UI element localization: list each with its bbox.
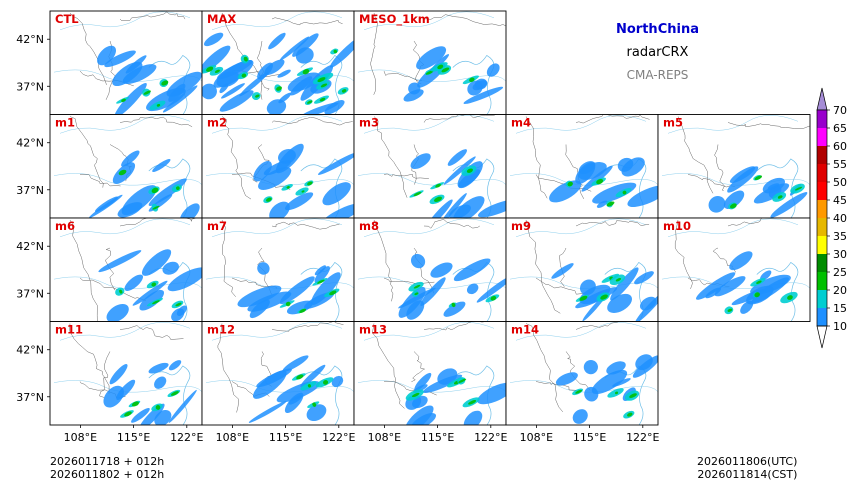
colorbar-label: 70 [833,104,847,117]
panel-label-m12: m12 [207,323,235,337]
lon-tick-label: 122°E [474,431,507,444]
colorbar-bin [817,128,827,146]
colorbar-label: 40 [833,212,847,225]
lat-tick-label: 37°N [16,184,44,197]
lon-tick-label: 122°E [322,431,355,444]
colorbar-bin [817,110,827,128]
colorbar-bin [817,164,827,182]
lon-tick-label: 108°E [216,431,249,444]
lon-tick-label: 115°E [573,431,606,444]
map-panel-m13 [353,321,507,426]
map-panel-max [201,10,355,115]
map-panel-m10 [657,217,811,322]
colorbar-label: 30 [833,248,847,261]
panel-label-m4: m4 [511,116,531,130]
lon-tick-label: 108°E [64,431,97,444]
map-panel-m9 [505,217,659,322]
lat-tick-label: 42°N [16,240,44,253]
colorbar-bin [817,200,827,218]
colorbar-label: 10 [833,320,847,333]
map-panel-meso-1km [353,10,507,115]
panel-label-meso-1km: MESO_1km [359,12,430,27]
panel-label-m14: m14 [511,323,539,337]
colorbar-bin [817,182,827,200]
lat-tick-label: 42°N [16,137,44,150]
panel-label-m2: m2 [207,116,227,130]
colorbar-label: 35 [833,230,847,243]
panel-label-m11: m11 [55,323,83,337]
colorbar-label: 65 [833,122,847,135]
panel-label-m3: m3 [359,116,379,130]
colorbar-label: 50 [833,176,847,189]
map-panel-m1 [49,114,203,219]
variable-title: radarCRX [626,45,689,60]
panel-label-m1: m1 [55,116,75,130]
lon-tick-label: 115°E [421,431,454,444]
lat-tick-label: 37°N [16,80,44,93]
init-time-block: 2026011718 + 012h 2026011802 + 012h [50,455,164,481]
colorbar-label: 45 [833,194,847,207]
colorbar-bin [817,308,827,326]
panel-label-m13: m13 [359,323,387,337]
lon-tick-label: 115°E [269,431,302,444]
colorbar-label: 25 [833,266,847,279]
colorbar-label: 15 [833,302,847,315]
panel-label-m8: m8 [359,219,379,233]
colorbar-bin [817,290,827,308]
lon-tick-label: 122°E [626,431,659,444]
map-panel-m14 [505,321,659,426]
panel-label-m6: m6 [55,219,75,233]
colorbar-bin [817,254,827,272]
colorbar-bin [817,218,827,236]
lat-tick-label: 42°N [16,344,44,357]
colorbar-bin [817,272,827,290]
colorbar-label: 20 [833,284,847,297]
valid-time-block: 2026011806(UTC) 2026011814(CST) [697,455,797,481]
lon-tick-label: 122°E [170,431,203,444]
lon-tick-label: 115°E [117,431,150,444]
colorbar-bin [817,236,827,254]
map-panel-m4 [505,114,659,219]
panel-label-m5: m5 [663,116,683,130]
valid-time-utc: 2026011806(UTC) [697,455,798,468]
region-title: NorthChina [616,22,699,37]
map-panel-m5 [657,114,811,219]
lon-tick-label: 108°E [520,431,553,444]
colorbar-extend-below [816,325,828,349]
lon-tick-label: 108°E [368,431,401,444]
valid-time-cst: 2026011814(CST) [697,468,798,481]
panel-label-m7: m7 [207,219,227,233]
model-title: CMA-REPS [626,68,689,82]
map-panel-m11 [49,321,203,426]
colorbar-label: 55 [833,158,847,171]
colorbar-bin [817,146,827,164]
map-panel-m2 [201,114,355,219]
lat-tick-label: 37°N [16,287,44,300]
panel-label-m9: m9 [511,219,531,233]
map-panel-m12 [201,321,355,426]
colorbar-label: 60 [833,140,847,153]
panel-label-m10: m10 [663,219,691,233]
init-time-cst: 2026011802 + 012h [50,468,165,481]
map-panel-m6 [49,217,203,322]
panel-label-max: MAX [207,12,236,26]
map-panel-m8 [353,217,507,322]
map-panel-ctl [49,10,203,115]
colorbar: 10 15 20 25 30 35 40 45 50 55 60 65 70 [816,87,847,349]
map-panel-m7 [201,217,355,322]
map-panel-m3 [353,114,507,219]
lat-tick-label: 42°N [16,33,44,46]
panel-label-ctl: CTL [55,12,79,26]
colorbar-extend-above [816,87,828,111]
lat-tick-label: 37°N [16,391,44,404]
init-time-utc: 2026011718 + 012h [50,455,165,468]
